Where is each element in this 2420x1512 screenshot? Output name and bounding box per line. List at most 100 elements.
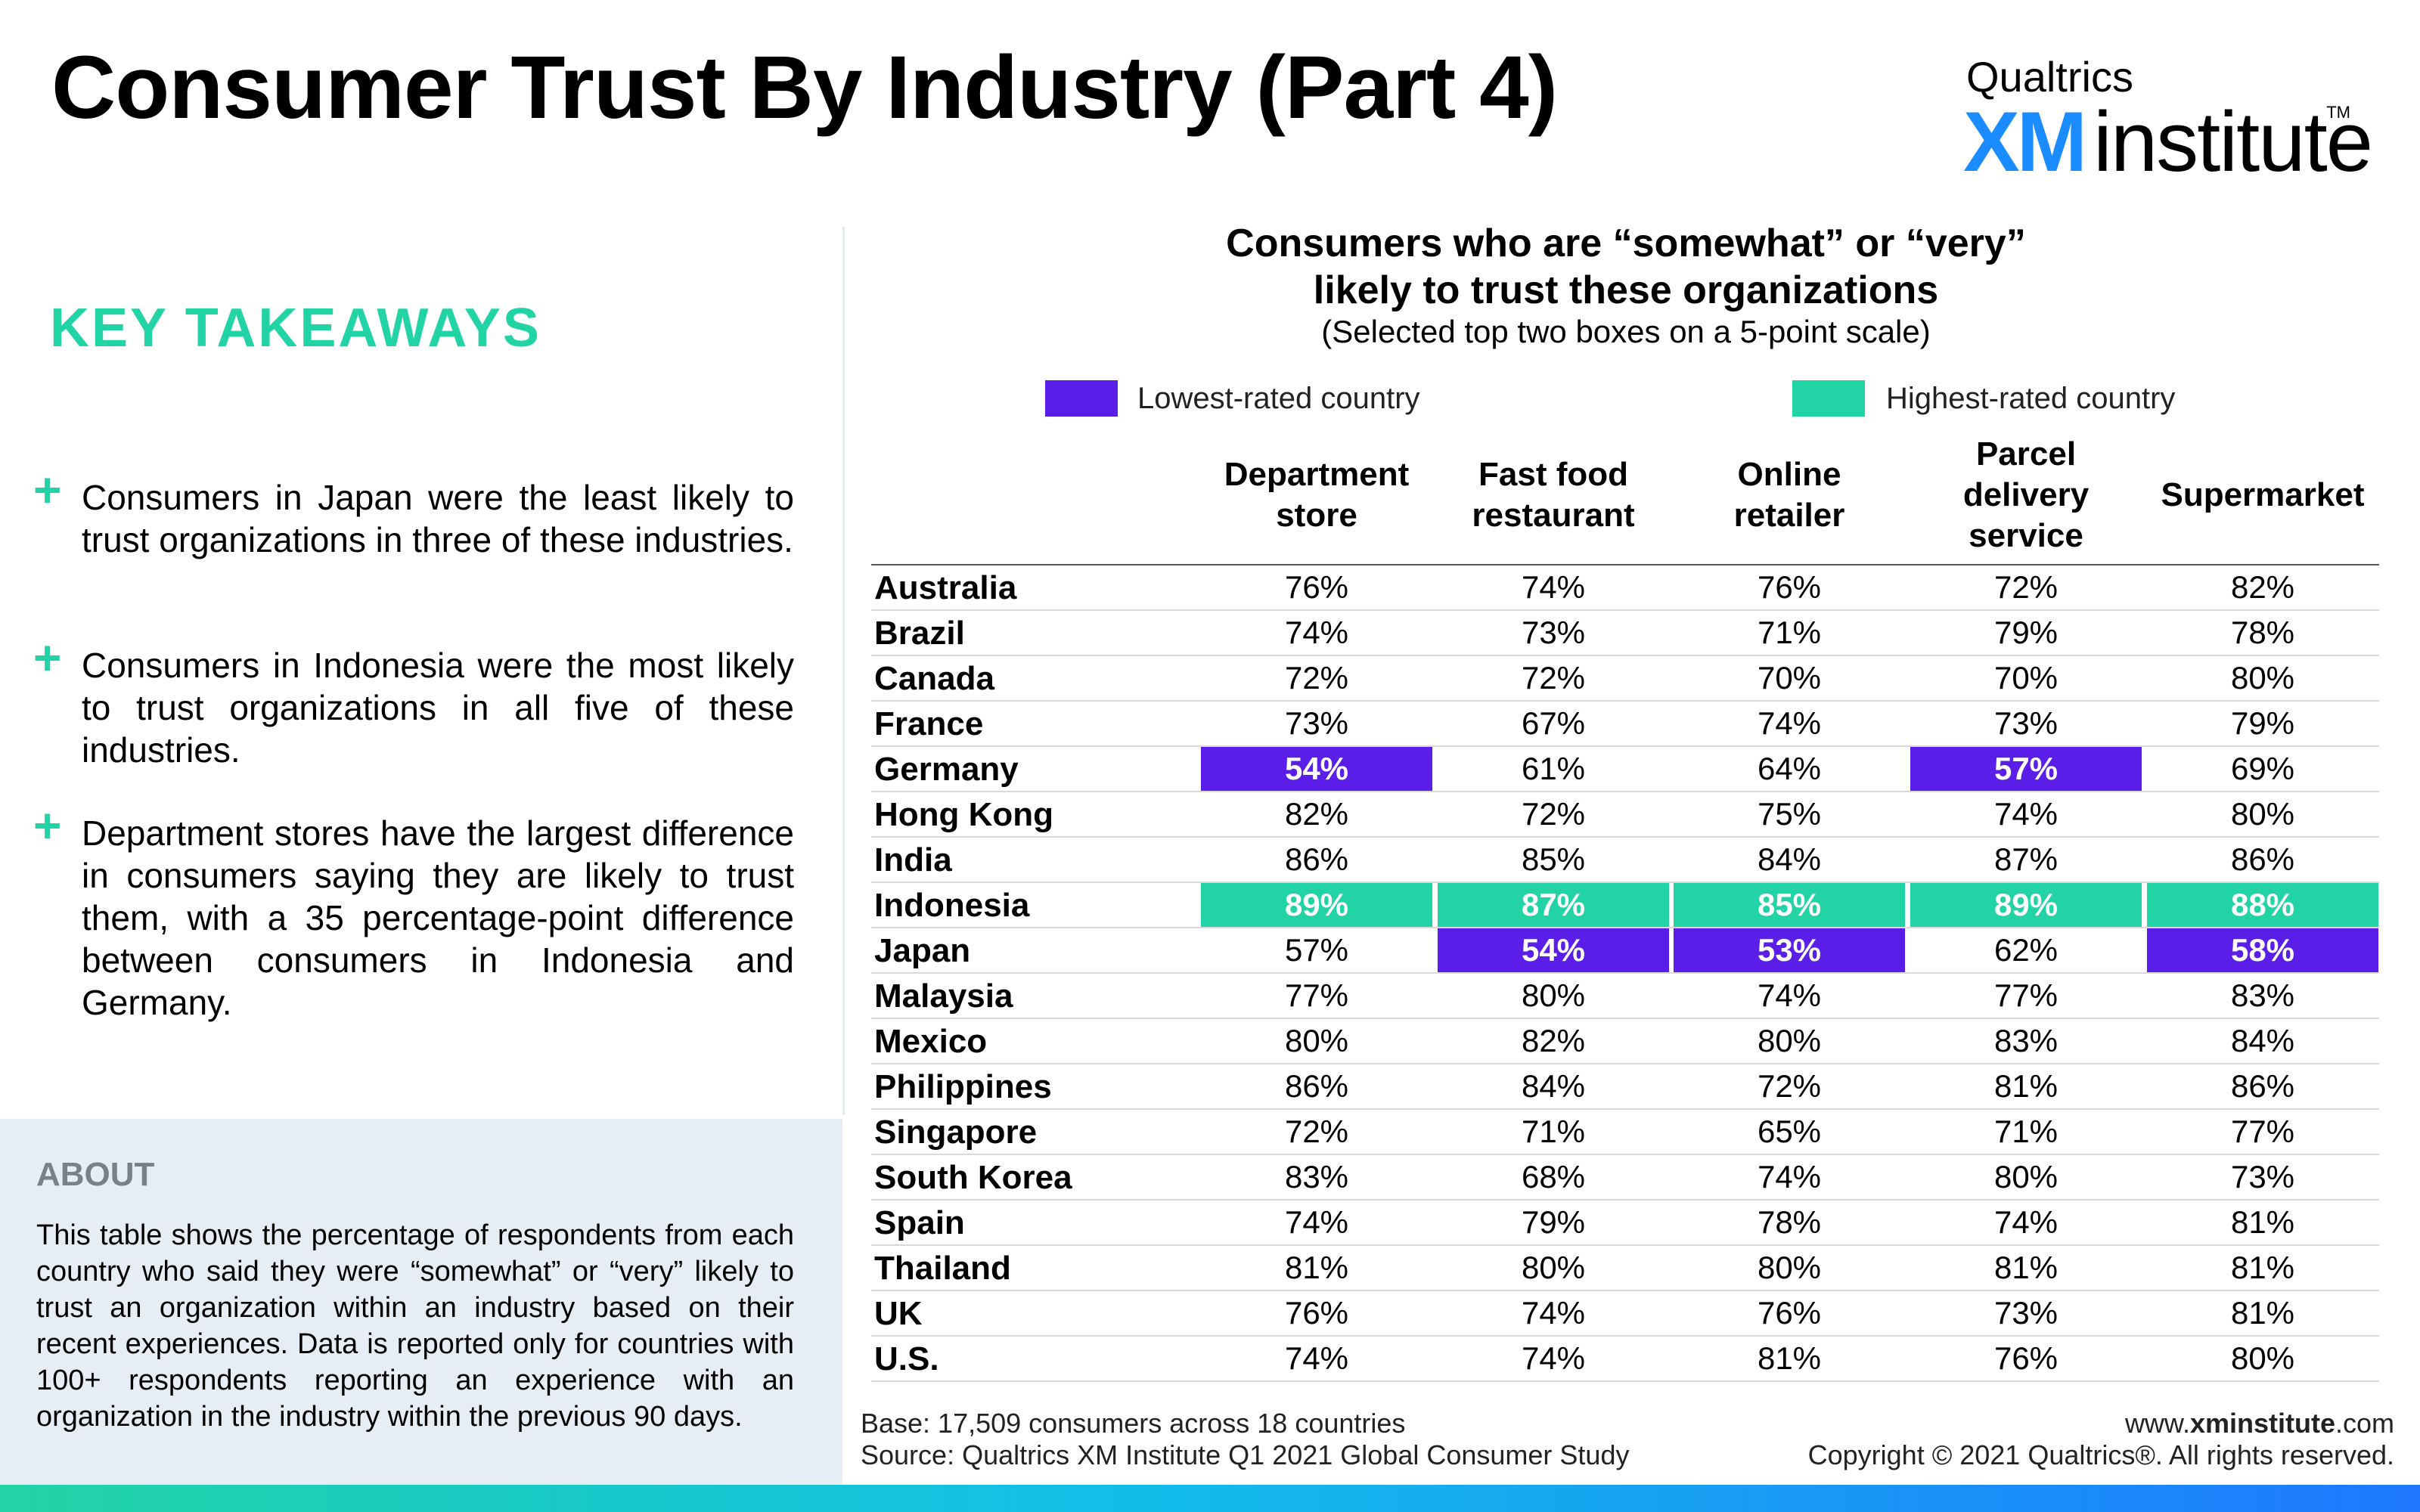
value-cell: 74% [1284, 615, 1349, 650]
key-takeaways-heading: KEY TAKEAWAYS [50, 298, 541, 358]
table-row: U.S. 74% 74% 81% 76% 80% [871, 1337, 2379, 1382]
bottom-gradient-bar [0, 1485, 2420, 1512]
value-cell: 80% [1757, 1023, 1822, 1058]
country-label: Philippines [874, 1068, 1052, 1105]
value-cell: 81% [2230, 1295, 2295, 1331]
country-label: Japan [874, 932, 971, 969]
table-row: Spain 74% 79% 78% 74% 81% [871, 1201, 2379, 1246]
value-cell: 84% [1521, 1068, 1586, 1104]
value-cell: 74% [1993, 1204, 2059, 1240]
table-row: Thailand 81% 80% 80% 81% 81% [871, 1246, 2379, 1291]
country-label: Mexico [874, 1023, 988, 1060]
value-cell: 74% [1521, 1295, 1586, 1331]
country-label: India [874, 841, 952, 878]
value-cell: 74% [1521, 569, 1586, 605]
footer-credits: www.xminstitute.com Copyright © 2021 Qua… [1808, 1408, 2394, 1471]
value-cell: 79% [1521, 1204, 1586, 1240]
value-cell: 71% [1757, 615, 1822, 650]
value-cell: 72% [1521, 660, 1586, 696]
value-cell: 74% [1757, 705, 1822, 741]
value-cell: 81% [1284, 1250, 1349, 1285]
value-cell: 76% [1993, 1340, 2059, 1376]
footer-source: Source: Qualtrics XM Institute Q1 2021 G… [861, 1439, 1630, 1470]
value-cell: 82% [1521, 1023, 1586, 1058]
table-row: Malaysia 77% 80% 74% 77% 83% [871, 974, 2379, 1019]
value-cell: 77% [2230, 1114, 2295, 1149]
footer-url[interactable]: www.xminstitute.com [2124, 1408, 2394, 1439]
value-cell: 74% [1757, 978, 1822, 1013]
value-cell: 61% [1521, 751, 1586, 786]
value-cell: 80% [2230, 796, 2295, 832]
highest-rated-cell: 89% [1910, 883, 2142, 927]
about-heading: ABOUT [36, 1156, 155, 1193]
chart-subtitle: (Selected top two boxes on a 5-point sca… [1321, 314, 1931, 349]
value-cell: 81% [1993, 1068, 2059, 1104]
highest-rated-cell: 89% [1201, 883, 1432, 927]
country-label: UK [874, 1295, 923, 1332]
value-cell: 73% [2230, 1159, 2295, 1194]
value-cell: 73% [1284, 705, 1349, 741]
value-cell: 80% [1993, 1159, 2059, 1194]
value-cell: 81% [2230, 1250, 2295, 1285]
table-row: Brazil 74% 73% 71% 79% 78% [871, 611, 2379, 656]
value-cell: 87% [1993, 841, 2059, 877]
value-cell: 81% [1993, 1250, 2059, 1285]
logo-trademark: TM [2326, 103, 2350, 122]
value-cell: 64% [1757, 751, 1822, 786]
country-label: Hong Kong [874, 796, 1054, 833]
legend-highest-swatch [1792, 380, 1865, 417]
lowest-rated-cell: 58% [2147, 928, 2378, 972]
value-cell: 76% [1757, 1295, 1822, 1331]
country-label: U.S. [874, 1340, 939, 1377]
column-header: Parcel delivery service [1962, 435, 2090, 554]
table-row: Hong Kong 82% 72% 75% 74% 80% [871, 792, 2379, 838]
value-cell: 80% [1284, 1023, 1349, 1058]
plus-icon: + [33, 798, 62, 853]
value-cell: 57% [1284, 932, 1349, 968]
table-row: France 73% 67% 74% 73% 79% [871, 702, 2379, 747]
country-label: Canada [874, 660, 994, 697]
takeaway-text: Consumers in Indonesia were the most lik… [82, 646, 794, 770]
value-cell: 76% [1757, 569, 1822, 605]
legend-lowest-label: Lowest-rated country [1137, 382, 1420, 415]
table-row: India 86% 85% 84% 87% 86% [871, 838, 2379, 883]
country-label: Brazil [874, 615, 965, 652]
logo-qualtrics-text: Qualtrics [1966, 53, 2133, 101]
value-cell: 81% [1757, 1340, 1822, 1376]
value-cell: 80% [1521, 1250, 1586, 1285]
takeaway-text: Consumers in Japan were the least likely… [82, 478, 794, 559]
table-row: UK 76% 74% 76% 73% 81% [871, 1291, 2379, 1337]
country-label: France [874, 705, 984, 742]
lowest-rated-cell: 54% [1438, 928, 1669, 972]
value-cell: 80% [2230, 660, 2295, 696]
chart-title-line-2: likely to trust these organizations [1313, 268, 1939, 312]
value-cell: 86% [1284, 1068, 1349, 1104]
lowest-rated-cell: 57% [1910, 747, 2142, 791]
about-panel: ABOUT This table shows the percentage of… [0, 1119, 842, 1485]
legend-lowest-swatch [1045, 380, 1118, 417]
table-row: Japan 57% 54% 53% 62% 58% [871, 928, 2379, 974]
value-cell: 69% [2230, 751, 2295, 786]
table-row: Singapore 72% 71% 65% 71% 77% [871, 1110, 2379, 1155]
qualtrics-xm-institute-logo: Qualtrics XM institute TM [1957, 53, 2373, 184]
value-cell: 76% [1284, 569, 1349, 605]
value-cell: 86% [1284, 841, 1349, 877]
table-row: Mexico 80% 82% 80% 83% 84% [871, 1019, 2379, 1064]
value-cell: 81% [2230, 1204, 2295, 1240]
country-label: South Korea [874, 1159, 1072, 1196]
table-row: Canada 72% 72% 70% 70% 80% [871, 656, 2379, 702]
table-row: Philippines 86% 84% 72% 81% 86% [871, 1064, 2379, 1110]
value-cell: 84% [2230, 1023, 2295, 1058]
value-cell: 83% [1284, 1159, 1349, 1194]
footer-source-notes: Base: 17,509 consumers across 18 countri… [861, 1408, 1629, 1471]
value-cell: 83% [1993, 1023, 2059, 1058]
value-cell: 79% [1993, 615, 2059, 650]
value-cell: 83% [2230, 978, 2295, 1013]
value-cell: 73% [1993, 1295, 2059, 1331]
column-header: Department store [1224, 456, 1410, 534]
country-label: Australia [874, 569, 1017, 606]
value-cell: 68% [1521, 1159, 1586, 1194]
value-cell: 79% [2230, 705, 2295, 741]
value-cell: 72% [1284, 1114, 1349, 1149]
table-row: Indonesia 89% 87% 85% 89% 88% [871, 883, 2379, 928]
